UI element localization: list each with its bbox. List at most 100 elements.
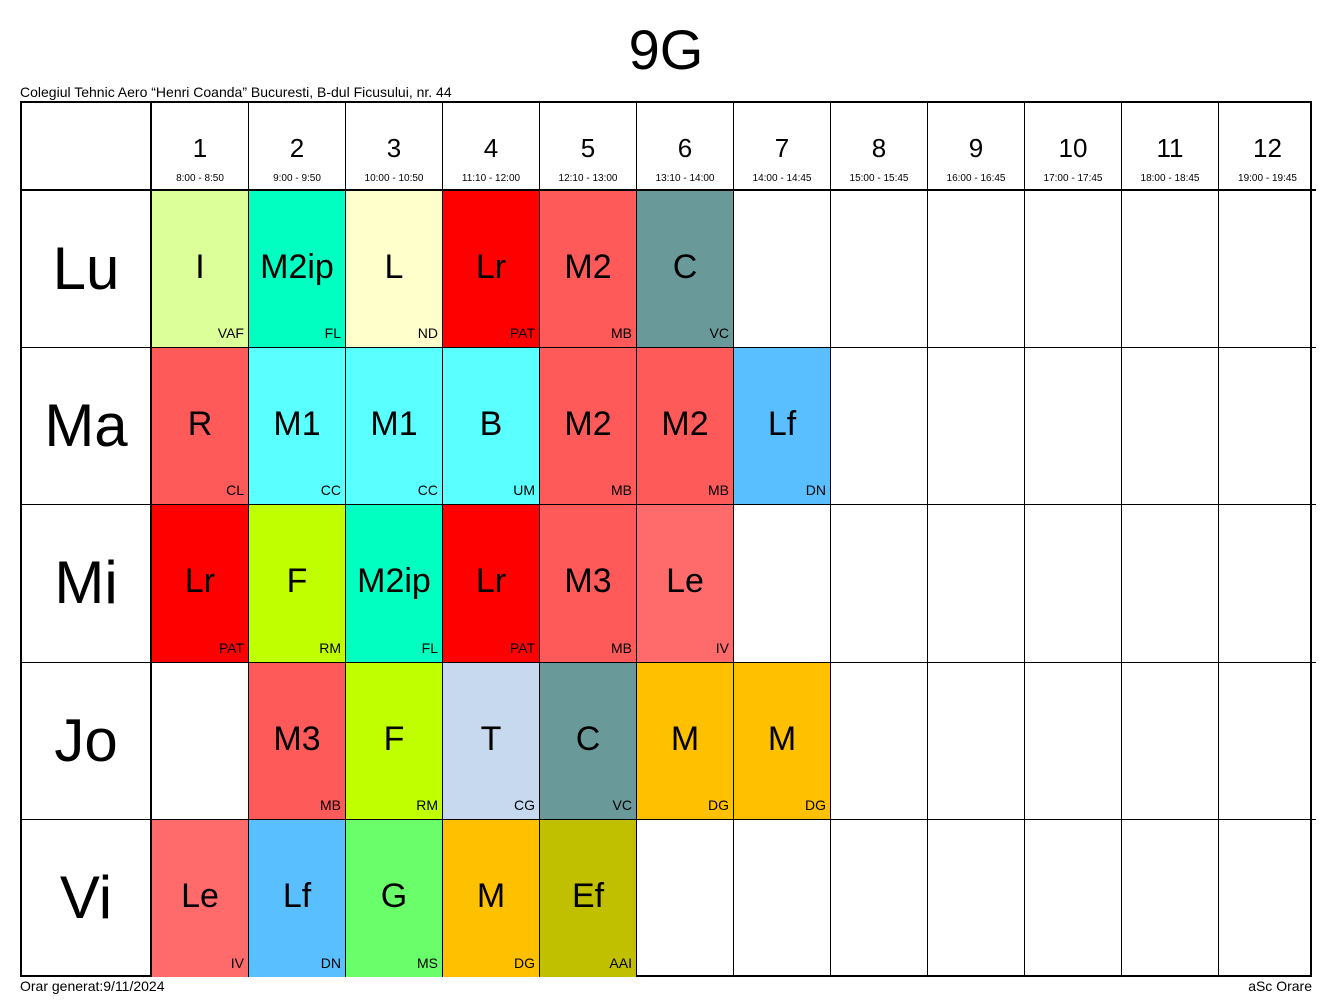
lesson-subject: M (476, 876, 506, 915)
empty-cell (637, 819, 734, 977)
lesson-cell: Le IV (152, 819, 249, 977)
lesson-subject: M1 (370, 405, 418, 444)
period-header: 6 13:10 - 14:00 (637, 103, 734, 191)
generator-credit: aSc Orare (1248, 978, 1312, 994)
day-name: Ma (44, 392, 128, 460)
lesson-teacher: DG (514, 954, 535, 971)
period-time: 18:00 - 18:45 (1140, 173, 1200, 184)
empty-cell (1025, 348, 1122, 506)
lesson-subject: L (384, 248, 404, 286)
empty-cell (928, 348, 1025, 506)
day-name: Vi (59, 864, 113, 932)
lesson-teacher: FL (421, 639, 438, 656)
lesson-cell: Lr PAT (443, 191, 540, 349)
day-label-cell: Ma (22, 348, 152, 506)
period-header: 7 14:00 - 14:45 (734, 103, 831, 191)
lesson-teacher: DG (708, 796, 729, 813)
period-time: 10:00 - 10:50 (364, 173, 424, 184)
empty-cell (1219, 505, 1316, 663)
lesson-subject: M2 (564, 405, 612, 444)
lesson-subject: B (479, 405, 503, 444)
lesson-teacher: UM (513, 482, 535, 499)
lesson-subject: M2ip (357, 562, 431, 601)
lesson-subject: Lr (184, 562, 216, 601)
period-time: 17:00 - 17:45 (1043, 173, 1103, 184)
period-number: 5 (580, 133, 596, 163)
day-label-cell: Vi (22, 819, 152, 977)
lesson-teacher: RM (319, 639, 341, 656)
empty-cell (1122, 191, 1219, 349)
lesson-subject: Le (181, 876, 219, 915)
lesson-teacher: IV (715, 639, 729, 656)
period-number: 9 (968, 133, 984, 163)
lesson-cell: G MS (346, 819, 443, 977)
lesson-teacher: VC (709, 325, 729, 342)
period-number: 4 (483, 133, 499, 163)
lesson-subject: Lr (475, 562, 507, 601)
lesson-teacher: IV (230, 954, 244, 971)
period-number: 12 (1253, 133, 1282, 163)
day-name: Lu (52, 235, 120, 303)
lesson-cell: M1 CC (249, 348, 346, 506)
period-time: 11:10 - 12:00 (461, 173, 521, 184)
timetable-grid: 1 8:00 - 8:50 2 9:00 - 9:50 3 10:00 - 10:50 4 1… (20, 101, 1316, 977)
lesson-teacher: MB (611, 639, 632, 656)
period-header: 9 16:00 - 16:45 (928, 103, 1025, 191)
lesson-subject: Lf (282, 876, 312, 915)
period-time: 9:00 - 9:50 (273, 173, 321, 184)
lesson-teacher: ND (417, 325, 438, 342)
generated-date: Orar generat:9/11/2024 (20, 978, 165, 994)
lesson-teacher: DN (320, 954, 341, 971)
period-header: 1 8:00 - 8:50 (152, 103, 249, 191)
period-number: 1 (192, 133, 208, 163)
lesson-teacher: DG (805, 796, 826, 813)
empty-cell (1122, 819, 1219, 977)
lesson-subject: M3 (564, 562, 612, 601)
lesson-cell: C VC (540, 662, 637, 820)
lesson-subject: Lr (475, 248, 507, 286)
lesson-teacher: RM (416, 796, 438, 813)
lesson-cell: M2 MB (540, 348, 637, 506)
period-time: 12:10 - 13:00 (558, 173, 618, 184)
period-header: 10 17:00 - 17:45 (1025, 103, 1122, 191)
empty-cell (1219, 348, 1316, 506)
lesson-cell: M2 MB (540, 191, 637, 349)
empty-cell (1122, 348, 1219, 506)
lesson-cell: F RM (249, 505, 346, 663)
empty-cell (928, 191, 1025, 349)
period-time: 19:00 - 19:45 (1238, 173, 1297, 184)
lesson-subject: T (480, 719, 502, 758)
lesson-teacher: CC (417, 482, 438, 499)
empty-cell (1122, 505, 1219, 663)
period-number: 10 (1058, 133, 1088, 163)
empty-cell (152, 662, 249, 820)
lesson-teacher: PAT (509, 325, 535, 342)
lesson-subject: M2 (661, 405, 709, 444)
lesson-teacher: MB (708, 482, 729, 499)
lesson-cell: M2 MB (637, 348, 734, 506)
lesson-subject: C (672, 248, 698, 286)
lesson-teacher: MB (611, 325, 632, 342)
lesson-cell: Lr PAT (152, 505, 249, 663)
lesson-cell: M2ip FL (346, 505, 443, 663)
empty-cell (734, 505, 831, 663)
empty-cell (1025, 191, 1122, 349)
empty-cell (928, 505, 1025, 663)
empty-cell (1219, 820, 1316, 977)
lesson-subject: M2 (564, 248, 612, 286)
period-header: 5 12:10 - 13:00 (540, 103, 637, 191)
lesson-cell: B UM (443, 348, 540, 506)
lesson-teacher: MB (611, 482, 632, 499)
lesson-cell: M DG (734, 662, 831, 820)
period-time: 14:00 - 14:45 (752, 173, 812, 184)
period-number: 8 (871, 133, 887, 163)
lesson-subject: M (670, 719, 700, 758)
period-number: 2 (289, 133, 305, 163)
day-label-cell: Jo (22, 662, 152, 820)
lesson-teacher: PAT (218, 639, 244, 656)
empty-cell (1025, 819, 1122, 977)
lesson-cell: Le IV (637, 505, 734, 663)
lesson-teacher: MS (417, 954, 438, 971)
lesson-teacher: VAF (217, 325, 244, 342)
lesson-subject: G (380, 876, 408, 915)
